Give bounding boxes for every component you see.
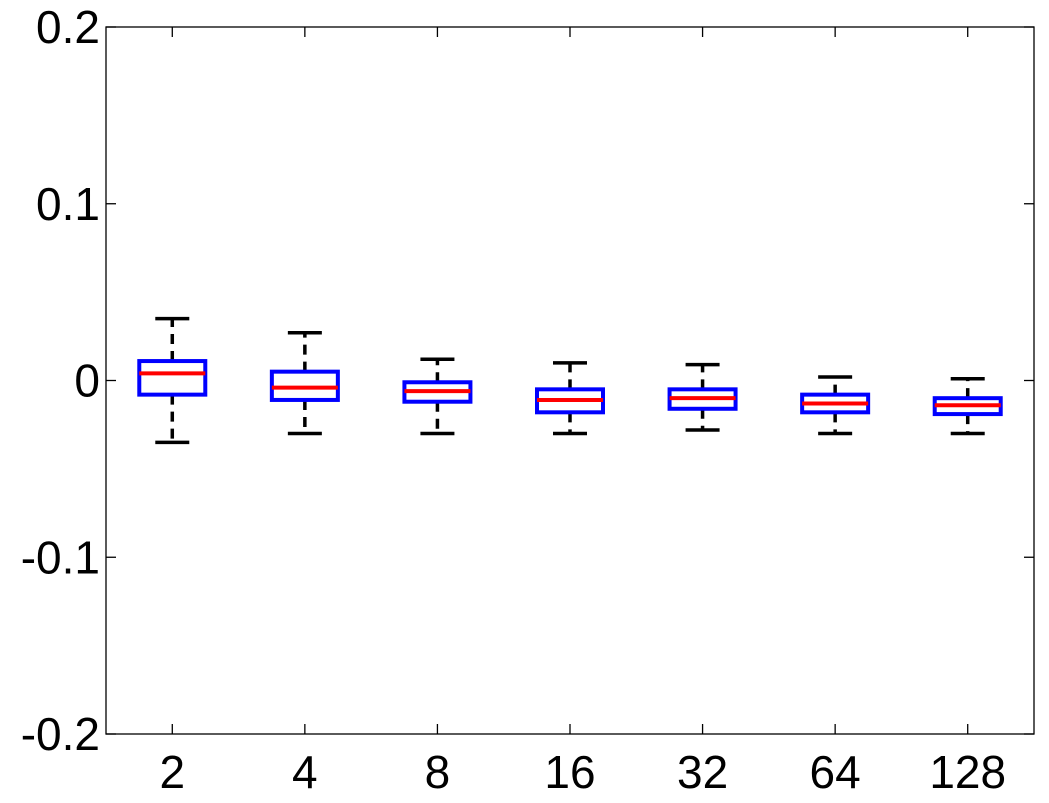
plot-area: -0.2 -0.1 0 0.1 0.2 2 4 8 16 32 64 128 xyxy=(21,1,1035,798)
x-tick-label: 64 xyxy=(810,746,861,798)
box-32 xyxy=(667,362,738,432)
box-128 xyxy=(932,376,1003,436)
y-tick-label: 0 xyxy=(74,355,100,407)
x-tick-label: 4 xyxy=(292,746,318,798)
box-4 xyxy=(269,331,340,436)
x-tick-label: 128 xyxy=(929,746,1006,798)
box-64 xyxy=(800,375,871,436)
x-tick-label: 32 xyxy=(677,746,728,798)
y-tick-label: -0.1 xyxy=(21,531,100,583)
box-16 xyxy=(535,361,605,436)
x-tick-label: 16 xyxy=(544,746,595,798)
y-tick-label: 0.1 xyxy=(36,178,100,230)
iqr-box xyxy=(137,359,208,397)
box-2 xyxy=(137,316,208,445)
x-tick-label: 8 xyxy=(425,746,451,798)
y-tick-label: -0.2 xyxy=(21,708,100,760)
x-tick-label: 2 xyxy=(159,746,185,798)
box-8 xyxy=(402,357,473,436)
y-tick-label: 0.2 xyxy=(36,1,100,53)
